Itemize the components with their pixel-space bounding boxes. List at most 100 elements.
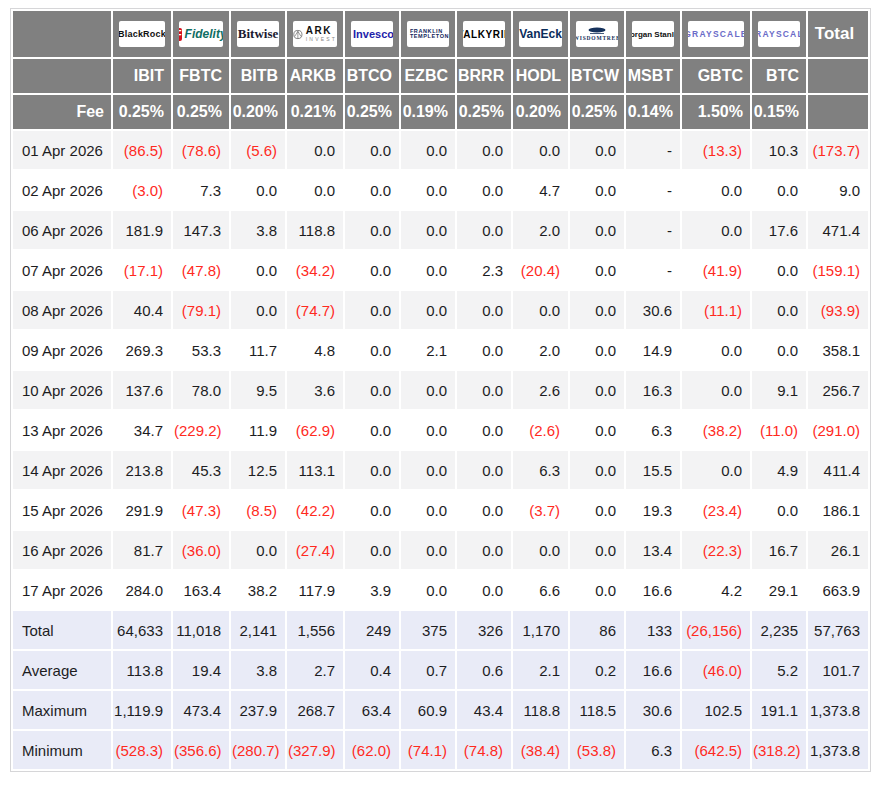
flow-value-cell: (46.0) bbox=[682, 651, 750, 689]
fee-cell: 0.21% bbox=[287, 95, 343, 129]
flow-value-cell: 1,119.9 bbox=[113, 691, 171, 729]
flow-value-cell: 358.1 bbox=[808, 331, 868, 369]
flow-value-cell: 11.9 bbox=[231, 411, 285, 449]
provider-logo-cell: GRAYSCALE bbox=[682, 11, 750, 57]
flow-value-cell: 43.4 bbox=[457, 691, 511, 729]
flow-value-cell: (62.0) bbox=[345, 731, 399, 769]
flow-value-cell: (74.7) bbox=[287, 291, 343, 329]
flow-value-cell: (38.4) bbox=[513, 731, 568, 769]
flow-value-cell: (3.0) bbox=[113, 171, 171, 209]
flow-value-cell: 0.0 bbox=[752, 291, 806, 329]
flow-value-cell: 30.6 bbox=[626, 691, 680, 729]
fee-row-label: Fee bbox=[13, 95, 111, 129]
flow-row: 10 Apr 2026137.678.09.53.60.00.00.02.60.… bbox=[13, 371, 868, 409]
flow-value-cell: 0.0 bbox=[570, 251, 624, 289]
provider-logo-cell: WISDOMTREE bbox=[570, 11, 624, 57]
flow-value-cell: 0.0 bbox=[570, 331, 624, 369]
flow-row: 02 Apr 2026(3.0)7.30.00.00.00.00.04.70.0… bbox=[13, 171, 868, 209]
flow-value-cell: 30.6 bbox=[626, 291, 680, 329]
provider-logo-cell: GRAYSCALE bbox=[752, 11, 806, 57]
flow-value-cell: 19.4 bbox=[173, 651, 229, 689]
date-label: 02 Apr 2026 bbox=[13, 171, 111, 209]
flow-value-cell: 45.3 bbox=[173, 451, 229, 489]
ticker-total-spacer-cell bbox=[808, 59, 868, 93]
flow-value-cell: 133 bbox=[626, 611, 680, 649]
summary-label: Maximum bbox=[13, 691, 111, 729]
flow-value-cell: 284.0 bbox=[113, 571, 171, 609]
flow-value-cell: 4.2 bbox=[682, 571, 750, 609]
flow-value-cell: 12.5 bbox=[231, 451, 285, 489]
date-label: 13 Apr 2026 bbox=[13, 411, 111, 449]
flow-value-cell: (11.0) bbox=[752, 411, 806, 449]
flow-value-cell: 15.5 bbox=[626, 451, 680, 489]
flow-value-cell: (74.8) bbox=[457, 731, 511, 769]
flow-value-cell: 4.8 bbox=[287, 331, 343, 369]
table-header: BlackRockFFidelityBitwiseARKINVESTInvesc… bbox=[13, 11, 868, 129]
ticker-cell: IBIT bbox=[113, 59, 171, 93]
flow-value-cell: 4.7 bbox=[513, 171, 568, 209]
fee-cell: 0.19% bbox=[401, 95, 455, 129]
flow-value-cell: 0.0 bbox=[401, 531, 455, 569]
flow-value-cell: 473.4 bbox=[173, 691, 229, 729]
flow-value-cell: (23.4) bbox=[682, 491, 750, 529]
grayscale-logo: GRAYSCALE bbox=[758, 21, 800, 47]
flow-value-cell: (20.4) bbox=[513, 251, 568, 289]
flow-value-cell: (8.5) bbox=[231, 491, 285, 529]
flow-value-cell: (17.1) bbox=[113, 251, 171, 289]
flow-value-cell: 78.0 bbox=[173, 371, 229, 409]
flow-value-cell: 0.0 bbox=[457, 331, 511, 369]
flow-value-cell: (42.2) bbox=[287, 491, 343, 529]
flow-value-cell: 0.0 bbox=[570, 291, 624, 329]
flow-value-cell: 86 bbox=[570, 611, 624, 649]
flow-value-cell: 29.1 bbox=[752, 571, 806, 609]
flow-value-cell: (3.7) bbox=[513, 491, 568, 529]
flow-value-cell: 13.4 bbox=[626, 531, 680, 569]
fee-cell: 0.14% bbox=[626, 95, 680, 129]
flow-row: 15 Apr 2026291.9(47.3)(8.5)(42.2)0.00.00… bbox=[13, 491, 868, 529]
flow-value-cell: 0.0 bbox=[570, 131, 624, 169]
fidelity-logo: FFidelity bbox=[179, 21, 223, 47]
flow-value-cell: 0.0 bbox=[570, 211, 624, 249]
flow-value-cell: 0.0 bbox=[345, 531, 399, 569]
flow-value-cell: 10.3 bbox=[752, 131, 806, 169]
franklin-logo: FRANKLINTEMPLETON bbox=[407, 21, 449, 47]
flow-value-cell: 0.0 bbox=[457, 171, 511, 209]
flow-value-cell: 2.0 bbox=[513, 211, 568, 249]
flow-value-cell: 191.1 bbox=[752, 691, 806, 729]
flow-value-cell: 411.4 bbox=[808, 451, 868, 489]
ticker-cell: BRRR bbox=[457, 59, 511, 93]
flow-value-cell: 0.0 bbox=[570, 371, 624, 409]
invesco-logo: Invesco bbox=[351, 21, 393, 47]
summary-label: Minimum bbox=[13, 731, 111, 769]
flow-value-cell: (74.1) bbox=[401, 731, 455, 769]
flow-value-cell: (79.1) bbox=[173, 291, 229, 329]
flow-value-cell: 0.0 bbox=[752, 491, 806, 529]
ticker-corner-cell bbox=[13, 59, 111, 93]
morganstanley-logo: Morgan Stanley bbox=[632, 21, 674, 47]
flow-value-cell: 2.1 bbox=[513, 651, 568, 689]
flow-value-cell: 19.3 bbox=[626, 491, 680, 529]
flow-value-cell: 0.0 bbox=[457, 571, 511, 609]
ticker-cell: FBTC bbox=[173, 59, 229, 93]
flow-value-cell: 2.3 bbox=[457, 251, 511, 289]
flow-value-cell: 3.9 bbox=[345, 571, 399, 609]
flow-value-cell: (11.1) bbox=[682, 291, 750, 329]
flow-value-cell: 0.0 bbox=[345, 291, 399, 329]
fee-cell: 0.25% bbox=[345, 95, 399, 129]
flow-value-cell: 0.0 bbox=[287, 171, 343, 209]
summary-label: Total bbox=[13, 611, 111, 649]
fidelity-f-icon: F bbox=[179, 28, 182, 41]
summary-row: Maximum1,119.9473.4237.9268.763.460.943.… bbox=[13, 691, 868, 729]
ark-logo: ARKINVEST bbox=[293, 21, 337, 47]
wisdomtree-logo: WISDOMTREE bbox=[576, 21, 618, 47]
flow-value-cell: 137.6 bbox=[113, 371, 171, 409]
flow-value-cell: 2.6 bbox=[513, 371, 568, 409]
table-body: 01 Apr 2026(86.5)(78.6)(5.6)0.00.00.00.0… bbox=[13, 131, 868, 769]
flow-value-cell: 0.0 bbox=[401, 411, 455, 449]
flow-value-cell: (356.6) bbox=[173, 731, 229, 769]
flow-value-cell: 0.0 bbox=[457, 531, 511, 569]
flow-value-cell: 0.0 bbox=[345, 331, 399, 369]
flow-value-cell: 268.7 bbox=[287, 691, 343, 729]
flow-value-cell: 38.2 bbox=[231, 571, 285, 609]
flow-value-cell: 2,235 bbox=[752, 611, 806, 649]
